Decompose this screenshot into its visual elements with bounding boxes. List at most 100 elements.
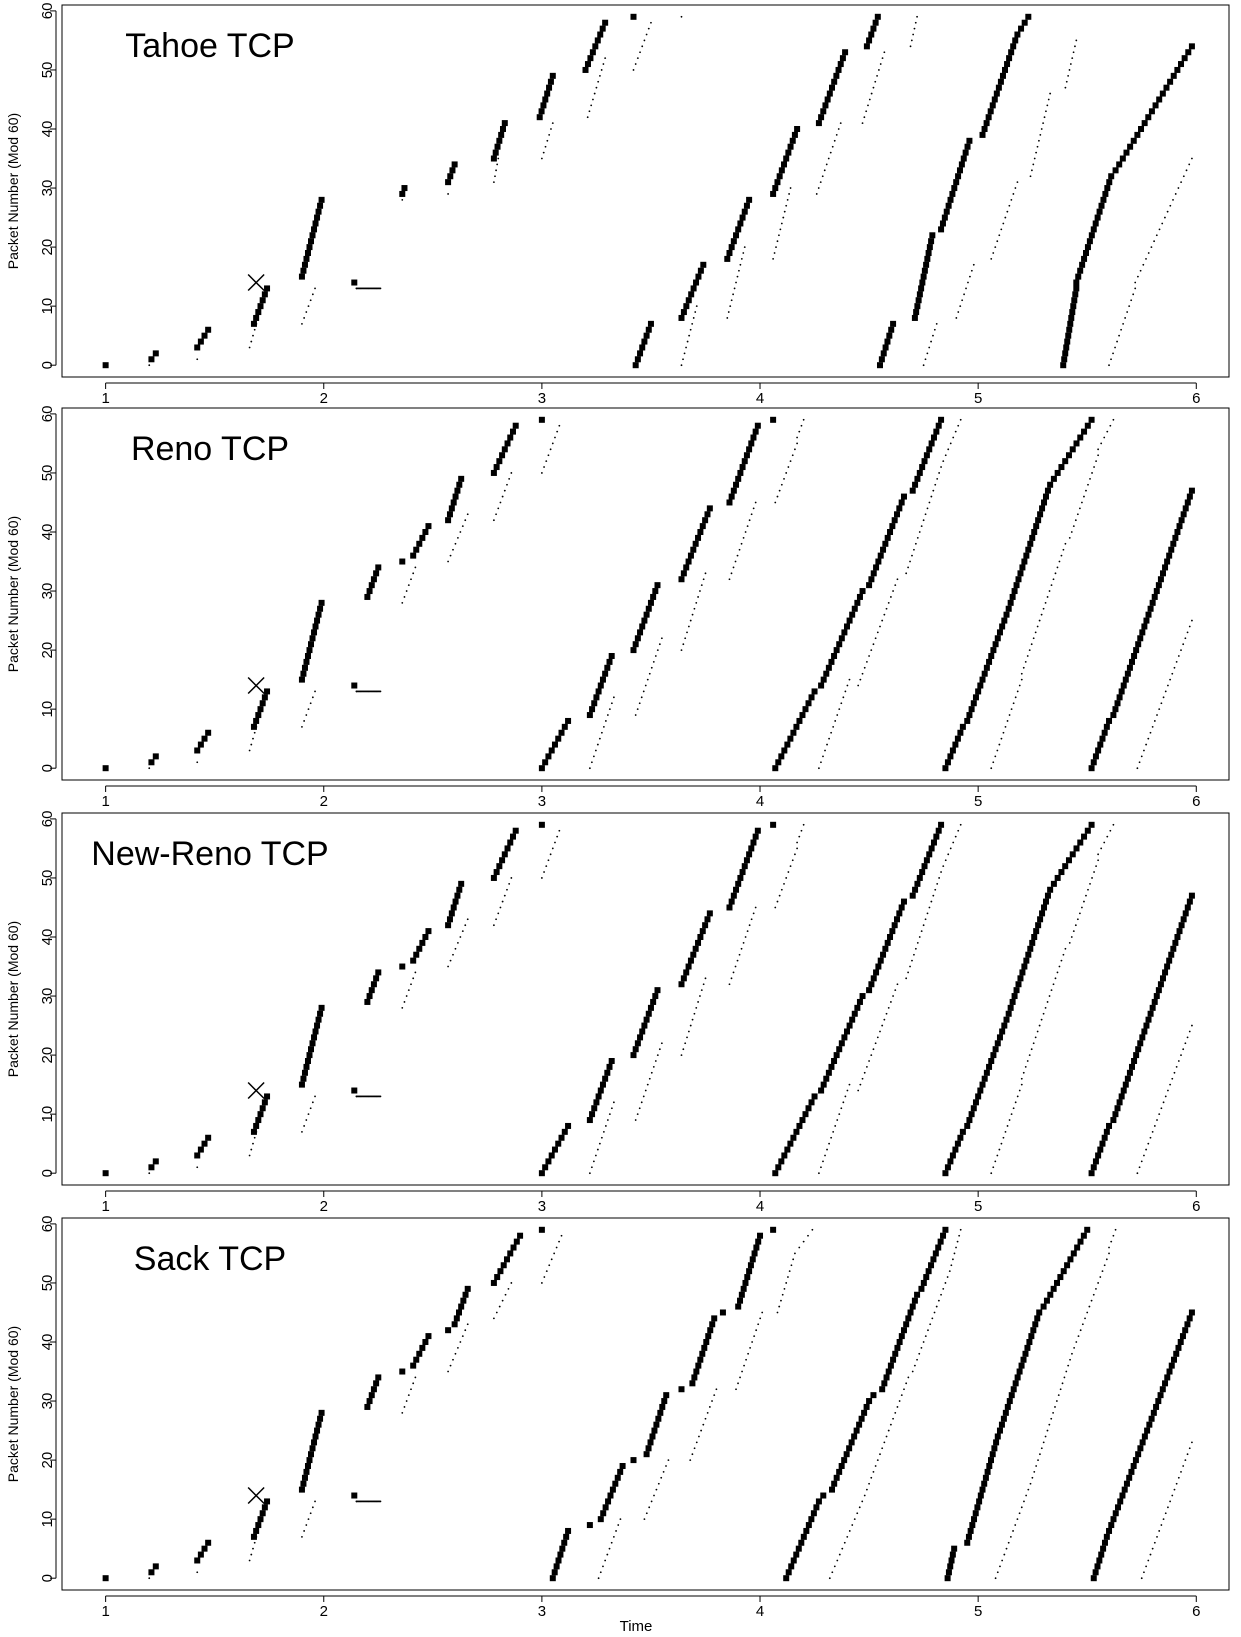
packet-mark — [298, 273, 305, 280]
ack-mark — [405, 995, 408, 997]
x-tick-label: 1 — [101, 1603, 109, 1620]
packet-mark — [315, 208, 322, 215]
packet-mark — [813, 1504, 820, 1511]
packet-mark — [741, 458, 748, 465]
ack-mark — [876, 74, 878, 77]
ack-mark — [1184, 1459, 1187, 1461]
packet-mark — [939, 220, 946, 227]
packet-mark — [152, 350, 159, 357]
ack-mark — [840, 702, 843, 705]
packet-mark — [1088, 416, 1095, 423]
packet-mark — [563, 1533, 570, 1540]
ack-mark — [686, 1036, 688, 1039]
ack-mark — [1136, 1172, 1139, 1175]
ack-mark — [1030, 643, 1033, 646]
ack-mark — [1074, 924, 1077, 927]
ack-mark — [794, 853, 796, 856]
ack-mark — [1090, 1299, 1093, 1302]
ack-mark — [757, 1323, 760, 1326]
packet-mark — [690, 546, 697, 553]
x-tick-label: 6 — [1192, 1198, 1200, 1215]
packet-mark — [1090, 1575, 1097, 1582]
packet-mark — [604, 664, 611, 671]
ack-mark — [255, 725, 258, 728]
packet-mark — [605, 1498, 612, 1505]
packet-mark — [306, 647, 313, 654]
ack-mark — [794, 1252, 796, 1255]
ack-mark — [593, 92, 596, 95]
ack-mark — [647, 27, 650, 30]
packet-mark — [607, 1492, 614, 1499]
ack-mark — [1029, 1482, 1032, 1485]
packet-mark — [926, 851, 933, 858]
ack-mark — [1031, 1476, 1034, 1479]
packet-mark — [1096, 1557, 1103, 1564]
ack-mark — [1042, 1441, 1045, 1444]
packet-mark — [308, 1451, 315, 1458]
packet-mark — [1058, 869, 1065, 876]
ack-mark — [660, 1476, 663, 1479]
ack-mark — [952, 1258, 954, 1261]
packet-mark — [977, 682, 984, 689]
packet-mark — [996, 1427, 1003, 1434]
ack-mark — [924, 358, 927, 361]
ack-mark — [588, 767, 591, 770]
packet-mark — [964, 1122, 971, 1129]
packet-mark — [818, 1087, 825, 1094]
ack-mark — [452, 1358, 454, 1361]
ack-mark — [586, 116, 589, 119]
packet-mark — [1150, 1409, 1157, 1416]
packet-mark — [643, 332, 650, 339]
ack-mark — [936, 882, 939, 885]
packet-mark — [952, 741, 959, 748]
packet-mark — [1011, 993, 1018, 1000]
packet-mark — [632, 1046, 639, 1053]
packet-mark — [923, 261, 930, 268]
packet-mark — [866, 987, 873, 994]
ack-mark — [990, 258, 993, 260]
ack-mark — [653, 1494, 655, 1497]
ack-mark — [608, 1547, 611, 1550]
ack-mark — [248, 346, 251, 349]
packet-mark — [1047, 1291, 1054, 1298]
ack-mark — [597, 1577, 600, 1580]
ack-mark — [926, 507, 929, 510]
packet-mark — [561, 1539, 568, 1546]
packet-mark — [643, 1451, 650, 1458]
packet-mark — [888, 326, 895, 333]
packet-mark — [692, 945, 699, 952]
packet-mark — [1021, 558, 1028, 565]
ack-mark — [1012, 1530, 1014, 1532]
packet-mark — [829, 84, 836, 91]
ack-mark — [745, 1358, 747, 1361]
packet-mark — [993, 1439, 1000, 1446]
ack-mark — [802, 1240, 805, 1243]
ack-mark — [927, 1329, 929, 1332]
ack-mark — [495, 1311, 498, 1314]
packet-mark — [1177, 1339, 1184, 1345]
packet-mark — [750, 839, 757, 846]
packet-mark — [453, 1315, 460, 1322]
packet-mark — [1011, 588, 1018, 595]
ack-mark — [305, 1119, 308, 1121]
ack-mark — [959, 1228, 962, 1231]
ack-mark — [1074, 519, 1077, 522]
ack-mark — [807, 1234, 809, 1237]
packet-mark — [752, 428, 759, 435]
packet-mark — [654, 582, 661, 589]
packet-mark — [1164, 963, 1171, 970]
packet-mark — [884, 534, 891, 541]
packet-mark — [351, 1492, 358, 1499]
packet-mark — [1025, 546, 1032, 553]
y-tick-label: 40 — [39, 929, 56, 946]
packet-mark — [1100, 1545, 1107, 1552]
packet-mark — [1029, 939, 1036, 946]
packet-mark — [300, 670, 307, 677]
ack-mark — [832, 1130, 835, 1133]
packet-mark — [493, 869, 500, 876]
ack-mark — [590, 1166, 593, 1169]
packet-mark — [838, 1463, 845, 1469]
ack-mark — [1169, 678, 1172, 681]
packet-mark — [856, 1421, 863, 1428]
panel-title: Reno TCP — [131, 430, 289, 468]
